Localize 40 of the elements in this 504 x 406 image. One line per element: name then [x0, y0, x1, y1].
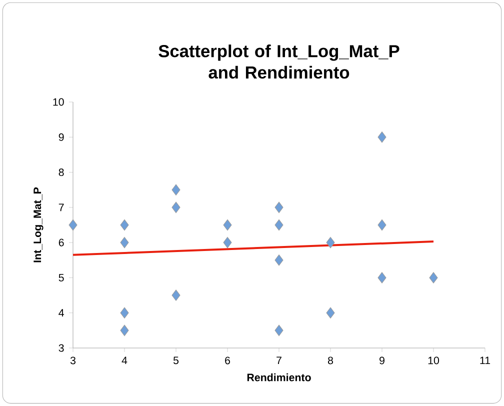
- y-tick-label: 8: [58, 168, 64, 176]
- point: [274, 219, 284, 231]
- y-tick-label: 10: [53, 98, 64, 106]
- point: [326, 236, 335, 248]
- y-tick-label: 4: [58, 309, 64, 317]
- point: [378, 219, 386, 231]
- y-tick-label: 7: [58, 204, 64, 212]
- x-axis-title: Rendimiento: [247, 373, 311, 382]
- point: [223, 219, 232, 231]
- point: [172, 184, 180, 196]
- chart-title: Scatterplot of Int_Log_Mat_P and Rendimiento: [158, 44, 400, 79]
- x-tick-label: 5: [173, 356, 179, 364]
- y-tick-label: 5: [58, 274, 64, 282]
- x-tick-label: 9: [380, 356, 384, 364]
- x-tick-label: 10: [428, 356, 440, 364]
- point: [274, 324, 284, 336]
- point: [120, 219, 129, 231]
- point: [120, 324, 129, 336]
- x-tick-label: 11: [480, 356, 490, 364]
- y-tick-label: 6: [58, 238, 64, 246]
- point: [378, 132, 386, 143]
- point: [68, 219, 78, 231]
- y-axis-title: Int_Log_Mat_P: [34, 187, 44, 262]
- point: [378, 272, 386, 284]
- y-tick-label: 3: [58, 344, 64, 352]
- x-tick-label: 3: [70, 356, 76, 364]
- point: [223, 236, 232, 248]
- x-tick-label: 4: [122, 356, 128, 364]
- point: [172, 202, 180, 214]
- point: [120, 236, 129, 248]
- point: [326, 307, 335, 318]
- x-tick-label: 7: [276, 356, 282, 364]
- x-tick-label: 6: [225, 356, 230, 364]
- y-tick-label: 9: [58, 133, 64, 141]
- point: [120, 307, 129, 318]
- x-tick-label: 8: [328, 356, 333, 364]
- point: [274, 202, 284, 214]
- point: [274, 254, 284, 266]
- point: [429, 272, 438, 284]
- point: [172, 290, 180, 301]
